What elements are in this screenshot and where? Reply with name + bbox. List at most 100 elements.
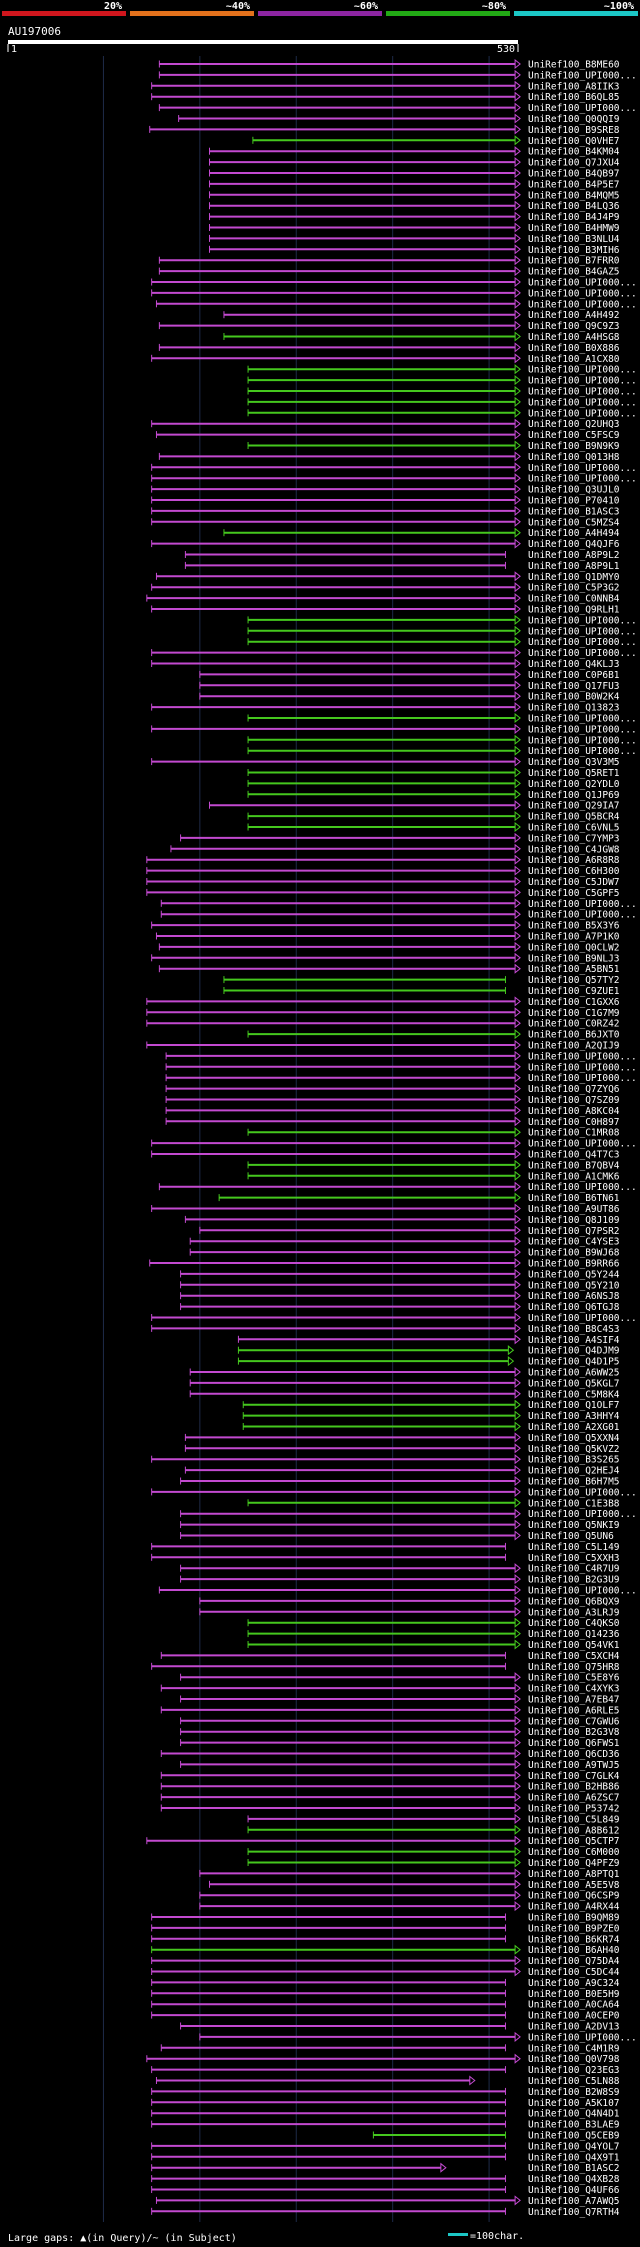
hit-row[interactable]: UniRef100_C5MZS4 — [151, 516, 620, 528]
hit-row[interactable]: UniRef100_Q5KVZ2 — [184, 1443, 620, 1455]
hit-label[interactable]: UniRef100_C1MR08 — [528, 1128, 620, 1139]
hit-label[interactable]: UniRef100_UPI000... — [528, 1313, 637, 1324]
hit-row[interactable]: UniRef100_UPI000... — [151, 1486, 637, 1498]
hit-row[interactable]: UniRef100_Q4QJF6 — [151, 538, 620, 550]
hit-row[interactable]: UniRef100_UPI000... — [247, 396, 637, 408]
hit-row[interactable]: UniRef100_C7YMP3 — [180, 832, 620, 844]
hit-row[interactable]: UniRef100_A4HSG8 — [223, 331, 620, 343]
hit-row[interactable]: UniRef100_UPI000... — [165, 1061, 637, 1073]
hit-label[interactable]: UniRef100_A5BN51 — [528, 964, 620, 975]
hit-row[interactable]: UniRef100_Q5UN6 — [180, 1530, 615, 1542]
hit-row[interactable]: UniRef100_C5L849 — [247, 1813, 620, 1825]
hit-label[interactable]: UniRef100_Q14236 — [528, 1629, 620, 1640]
hit-row[interactable]: UniRef100_C0RZ42 — [146, 1018, 620, 1030]
hit-label[interactable]: UniRef100_B7FRR0 — [528, 256, 620, 267]
hit-label[interactable]: UniRef100_Q5CEB9 — [528, 2131, 620, 2142]
hit-label[interactable]: UniRef100_Q5KGL7 — [528, 1378, 620, 1389]
hit-label[interactable]: UniRef100_Q4UF66 — [528, 2185, 620, 2196]
hit-label[interactable]: UniRef100_C5XCH4 — [528, 1651, 620, 1662]
hit-label[interactable]: UniRef100_Q2YDL0 — [528, 779, 620, 790]
hit-label[interactable]: UniRef100_A9C324 — [528, 1978, 620, 1989]
hit-row[interactable]: UniRef100_A4H494 — [223, 527, 620, 539]
hit-row[interactable]: UniRef100_B6JXT0 — [247, 1029, 620, 1041]
hit-label[interactable]: UniRef100_Q13823 — [528, 703, 620, 714]
hit-label[interactable]: UniRef100_Q1JP69 — [528, 790, 620, 801]
hit-label[interactable]: UniRef100_C5DC44 — [528, 1967, 620, 1978]
hit-label[interactable]: UniRef100_Q4N4D1 — [528, 2109, 620, 2120]
hit-label[interactable]: UniRef100_Q5NKI9 — [528, 1520, 620, 1531]
hit-label[interactable]: UniRef100_C5GPF5 — [528, 888, 620, 899]
hit-row[interactable]: UniRef100_A7AWQ5 — [155, 2195, 620, 2207]
hit-label[interactable]: UniRef100_C4QKS0 — [528, 1618, 620, 1629]
hit-row[interactable]: UniRef100_P70410 — [151, 494, 620, 507]
hit-row[interactable]: UniRef100_C5GPF5 — [146, 887, 620, 899]
hit-row[interactable]: UniRef100_Q4N4D1 — [151, 2109, 620, 2120]
hit-row[interactable]: UniRef100_B3MIH6 — [208, 244, 620, 256]
hit-row[interactable]: UniRef100_UPI000... — [165, 1050, 637, 1062]
hit-row[interactable]: UniRef100_B0W2K4 — [199, 691, 620, 703]
hit-row[interactable]: UniRef100_C1MR08 — [247, 1127, 620, 1139]
hit-label[interactable]: UniRef100_A7P1K0 — [528, 932, 620, 943]
hit-row[interactable]: UniRef100_C4M1R9 — [160, 2043, 620, 2054]
hit-row[interactable]: UniRef100_UPI000... — [165, 1072, 637, 1084]
hit-row[interactable]: UniRef100_Q6BQX9 — [199, 1595, 620, 1607]
hit-label[interactable]: UniRef100_C6VNL5 — [528, 823, 620, 834]
hit-label[interactable]: UniRef100_P70410 — [528, 496, 620, 507]
hit-label[interactable]: UniRef100_UPI000... — [528, 724, 637, 735]
hit-row[interactable]: UniRef100_UPI000... — [247, 407, 637, 419]
hit-label[interactable]: UniRef100_UPI000... — [528, 103, 637, 114]
hit-row[interactable]: UniRef100_C5L149 — [151, 1542, 620, 1553]
hit-row[interactable]: UniRef100_Q0V798 — [146, 2053, 620, 2065]
hit-row[interactable]: UniRef100_B1ASC2 — [151, 2162, 620, 2174]
hit-row[interactable]: UniRef100_C5JDW7 — [146, 876, 620, 888]
hit-row[interactable]: UniRef100_Q23EG3 — [151, 2065, 620, 2076]
hit-row[interactable]: UniRef100_Q3V3M5 — [151, 756, 620, 768]
hit-row[interactable]: UniRef100_B5X3Y6 — [151, 920, 620, 932]
hit-row[interactable]: UniRef100_B3NLU4 — [208, 233, 620, 245]
hit-label[interactable]: UniRef100_Q57TY2 — [528, 975, 620, 986]
hit-label[interactable]: UniRef100_Q6CD36 — [528, 1749, 620, 1760]
hit-label[interactable]: UniRef100_Q4D1P5 — [528, 1357, 620, 1368]
hit-label[interactable]: UniRef100_UPI000... — [528, 1139, 637, 1150]
hit-label[interactable]: UniRef100_B7QBV4 — [528, 1160, 620, 1171]
hit-label[interactable]: UniRef100_Q7ZYQ6 — [528, 1084, 620, 1095]
hit-row[interactable]: UniRef100_Q2HEJ4 — [184, 1465, 620, 1477]
hit-label[interactable]: UniRef100_A6WW25 — [528, 1368, 620, 1379]
hit-row[interactable]: UniRef100_B6KR74 — [151, 1934, 620, 1945]
hit-row[interactable]: UniRef100_Q5CEB9 — [372, 2131, 620, 2142]
hit-row[interactable]: UniRef100_B9SRE8 — [149, 124, 620, 136]
hit-label[interactable]: UniRef100_Q5UN6 — [528, 1531, 614, 1542]
hit-row[interactable]: UniRef100_C5DC44 — [151, 1966, 620, 1978]
hit-label[interactable]: UniRef100_C5FSC9 — [528, 430, 620, 441]
hit-row[interactable]: UniRef100_A1CMK6 — [247, 1170, 620, 1182]
hit-row[interactable]: UniRef100_Q4DJM9 — [237, 1345, 620, 1357]
hit-row[interactable]: UniRef100_B4KM04 — [208, 146, 620, 158]
hit-label[interactable]: UniRef100_Q0VHE7 — [528, 136, 620, 147]
hit-label[interactable]: UniRef100_C0H897 — [528, 1117, 620, 1128]
hit-label[interactable]: UniRef100_UPI000... — [528, 387, 637, 398]
hit-label[interactable]: UniRef100_A6R8R8 — [528, 855, 620, 866]
hit-label[interactable]: UniRef100_UPI000... — [528, 70, 637, 81]
hit-label[interactable]: UniRef100_B3NLU4 — [528, 234, 620, 245]
hit-label[interactable]: UniRef100_C4M1R9 — [528, 2043, 620, 2054]
hit-row[interactable]: UniRef100_UPI000... — [247, 636, 637, 648]
hit-label[interactable]: UniRef100_Q1OLF7 — [528, 1400, 620, 1411]
hit-row[interactable]: UniRef100_UPI000... — [247, 385, 637, 398]
hit-label[interactable]: UniRef100_A5K107 — [528, 2098, 620, 2109]
hit-row[interactable]: UniRef100_Q0CLW2 — [158, 941, 620, 953]
hit-row[interactable]: UniRef100_C5FSC9 — [155, 429, 620, 441]
hit-row[interactable]: UniRef100_Q75DA4 — [151, 1955, 620, 1967]
hit-label[interactable]: UniRef100_C4YSE3 — [528, 1237, 620, 1248]
hit-row[interactable]: UniRef100_B3LAE9 — [151, 2120, 620, 2131]
hit-row[interactable]: UniRef100_C6VNL5 — [247, 821, 620, 834]
hit-label[interactable]: UniRef100_Q9RLH1 — [528, 605, 620, 616]
hit-label[interactable]: UniRef100_UPI000... — [528, 299, 637, 310]
hit-label[interactable]: UniRef100_Q5XXN4 — [528, 1433, 620, 1444]
hit-label[interactable]: UniRef100_UPI000... — [528, 397, 637, 408]
hit-label[interactable]: UniRef100_B2HB86 — [528, 1782, 620, 1793]
hit-label[interactable]: UniRef100_Q0V798 — [528, 2054, 620, 2065]
hit-row[interactable]: UniRef100_A1CX80 — [151, 353, 620, 365]
hit-label[interactable]: UniRef100_C7GWU6 — [528, 1716, 620, 1727]
hit-row[interactable]: UniRef100_C5P3G2 — [151, 582, 620, 594]
hit-row[interactable]: UniRef100_Q4YOL7 — [151, 2141, 620, 2152]
